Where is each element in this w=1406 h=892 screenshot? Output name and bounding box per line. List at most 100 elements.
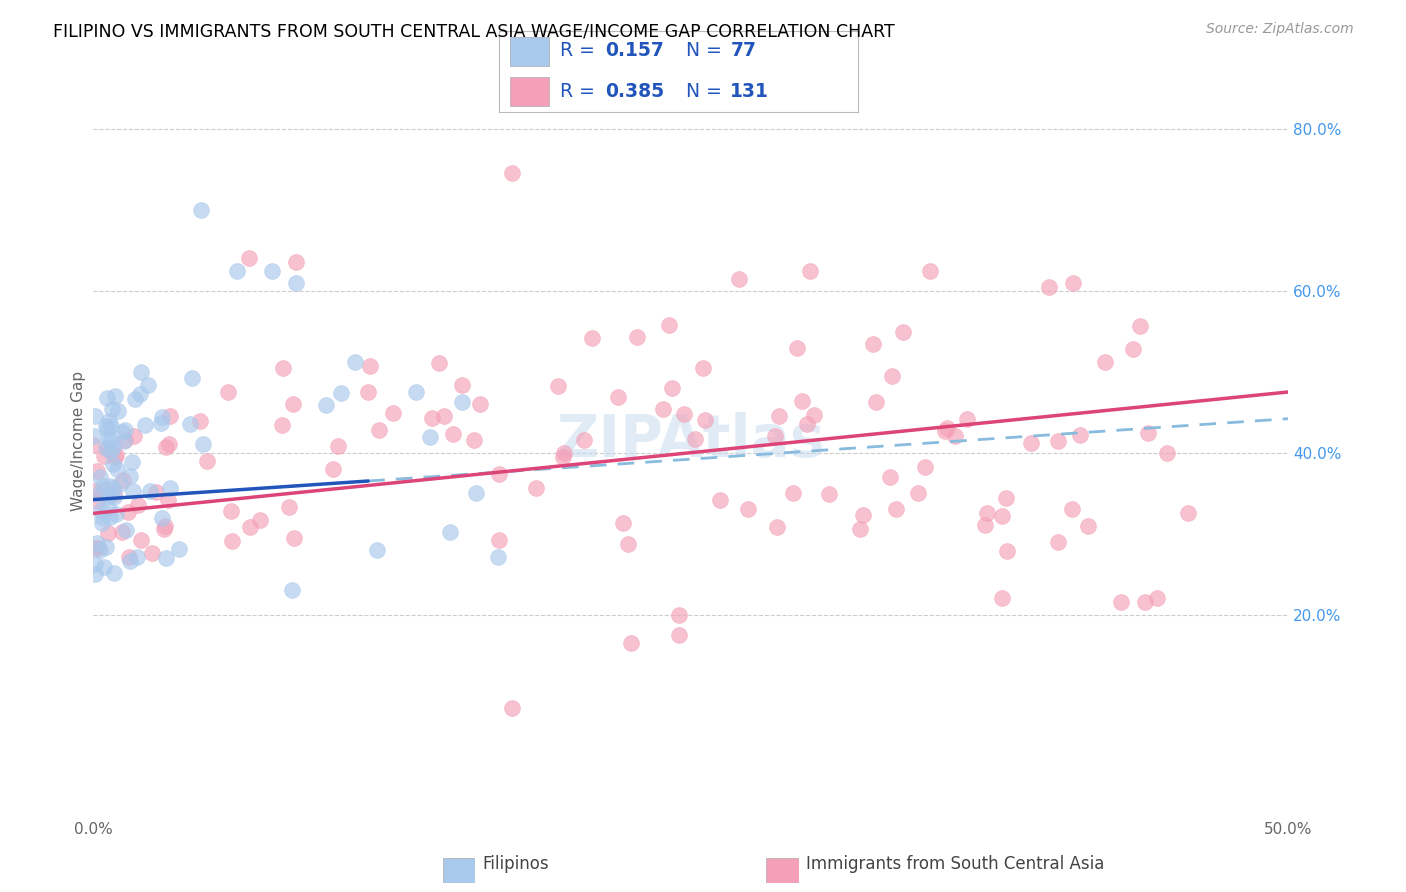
Bar (510, 77, 550, 106)
Point (524, 481, 547, 495)
Point (796, 417, 818, 431)
Point (581, 331, 603, 345)
Point (167, 541, 190, 556)
Point (150, 511, 173, 525)
Point (159, 481, 181, 495)
Point (658, 318, 681, 333)
Point (464, 486, 486, 500)
Point (273, 360, 295, 375)
Point (86, 541, 108, 556)
Point (98, 414, 121, 428)
Point (239, 520, 262, 534)
Point (799, 263, 821, 277)
Point (672, 407, 695, 421)
Text: 131: 131 (730, 81, 769, 101)
Point (225, 263, 247, 277)
Point (281, 583, 304, 598)
Point (96, 540, 118, 554)
Point (89, 470, 111, 484)
Point (96, 422, 118, 436)
Point (990, 591, 1012, 606)
Point (852, 508, 875, 522)
Point (668, 628, 690, 642)
Point (572, 433, 595, 447)
Point (150, 410, 173, 425)
Text: 0.385: 0.385 (605, 81, 664, 101)
Point (865, 394, 887, 409)
Point (737, 502, 759, 516)
Point (463, 433, 485, 447)
Point (343, 354, 366, 368)
Point (97, 442, 120, 456)
Point (124, 392, 146, 407)
Point (935, 420, 957, 434)
Point (368, 423, 391, 437)
Point (884, 501, 907, 516)
Point (1060, 502, 1083, 516)
Point (219, 504, 242, 518)
Point (104, 389, 127, 403)
Point (97, 526, 120, 541)
Point (153, 522, 176, 536)
Point (100, 509, 122, 524)
Point (1047, 535, 1070, 549)
Point (326, 439, 349, 453)
Point (1129, 318, 1152, 333)
Point (439, 524, 461, 539)
Point (86, 464, 108, 478)
Point (91, 509, 114, 524)
Point (1019, 435, 1042, 450)
Point (956, 412, 979, 426)
Point (89, 542, 111, 557)
Point (111, 525, 134, 540)
Point (488, 467, 510, 482)
Text: N =: N = (686, 81, 727, 101)
Point (238, 252, 260, 266)
Point (1077, 518, 1099, 533)
Point (488, 550, 510, 565)
Point (283, 531, 305, 545)
Point (1122, 342, 1144, 356)
Point (1156, 446, 1178, 460)
Point (84, 566, 107, 581)
Point (159, 409, 181, 423)
Point (934, 424, 956, 438)
Point (451, 395, 474, 409)
Point (1069, 427, 1091, 442)
Point (782, 485, 804, 500)
Point (879, 470, 901, 484)
Point (96, 442, 118, 456)
Point (98, 435, 121, 450)
Y-axis label: Wage/Income Gap: Wage/Income Gap (72, 370, 86, 510)
Point (285, 276, 308, 290)
Point (501, 166, 523, 180)
Point (709, 493, 731, 508)
Point (1094, 355, 1116, 369)
Point (101, 481, 124, 495)
Point (96, 391, 118, 405)
Point (991, 508, 1014, 523)
Point (83, 541, 105, 556)
Point (188, 414, 211, 428)
Point (683, 432, 706, 446)
Point (82, 438, 104, 452)
Point (93, 559, 115, 574)
Point (606, 390, 628, 404)
Point (136, 378, 159, 392)
Point (422, 411, 444, 425)
Point (766, 520, 789, 534)
Point (692, 361, 714, 376)
Point (427, 356, 450, 370)
Point (1146, 591, 1168, 606)
Point (217, 385, 239, 400)
Point (94, 418, 117, 433)
Point (356, 385, 378, 400)
Point (918, 263, 941, 277)
Point (100, 418, 122, 433)
Point (281, 397, 304, 411)
Point (145, 485, 167, 500)
Point (128, 387, 150, 401)
Point (995, 491, 1018, 505)
Point (381, 406, 404, 420)
Point (105, 462, 128, 476)
